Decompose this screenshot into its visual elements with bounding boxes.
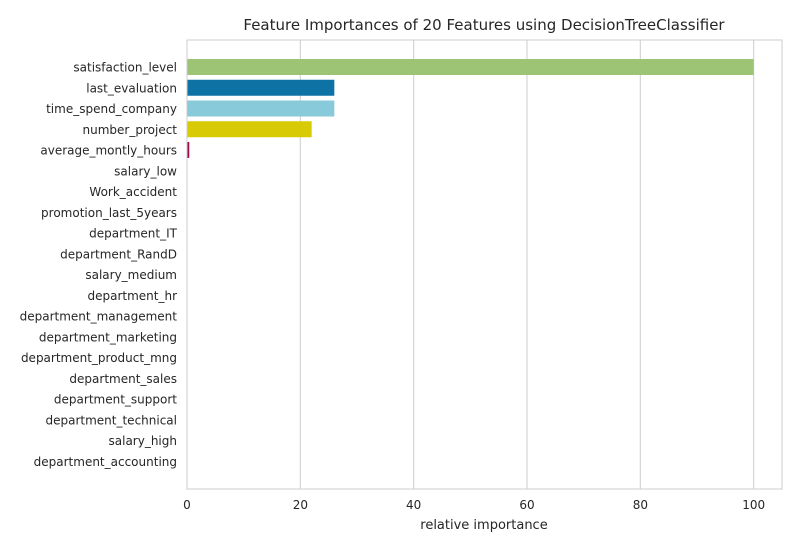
y-tick-label: department_sales <box>69 372 177 386</box>
y-tick-label: department_support <box>54 393 177 407</box>
y-tick-label: satisfaction_level <box>73 61 177 75</box>
y-tick-label: department_marketing <box>39 330 177 344</box>
y-tick-label: salary_high <box>109 434 178 448</box>
x-tick-label: 60 <box>519 498 534 512</box>
y-tick-label: last_evaluation <box>86 81 177 95</box>
y-tick-label: promotion_last_5years <box>41 206 177 220</box>
y-tick-label: department_accounting <box>34 455 177 469</box>
y-tick-label: department_product_mng <box>21 351 177 365</box>
y-tick-label: department_RandD <box>60 247 177 261</box>
y-tick-label: time_spend_company <box>46 102 177 116</box>
y-tick-label: department_technical <box>45 413 177 427</box>
bar <box>187 59 754 75</box>
bar <box>187 142 190 158</box>
bars <box>187 59 754 158</box>
y-tick-label: salary_low <box>114 164 177 178</box>
y-tick-label: salary_medium <box>85 268 177 282</box>
bar <box>187 79 335 96</box>
y-tick-label: average_montly_hours <box>40 144 177 158</box>
x-tick-label: 40 <box>406 498 421 512</box>
x-tick-label: 100 <box>742 498 765 512</box>
y-tick-label: department_hr <box>87 289 177 303</box>
x-axis-label: relative importance <box>420 518 547 533</box>
y-tick-label: Work_accident <box>89 185 177 199</box>
y-tick-label: number_project <box>83 123 178 137</box>
bar <box>187 121 312 138</box>
x-tick-labels: 0 20 40 60 80 100 <box>183 498 765 512</box>
y-tick-label: department_management <box>20 310 178 324</box>
y-tick-labels: satisfaction_level last_evaluation time_sp… <box>20 61 178 469</box>
x-tick-label: 80 <box>633 498 648 512</box>
x-tick-label: 0 <box>183 498 191 512</box>
plot-frame <box>186 39 783 490</box>
y-tick-label: department_IT <box>89 227 178 241</box>
chart-title: Feature Importances of 20 Features using… <box>243 16 725 34</box>
bar <box>187 100 335 117</box>
x-tick-label: 20 <box>293 498 308 512</box>
grid-lines <box>299 40 755 489</box>
